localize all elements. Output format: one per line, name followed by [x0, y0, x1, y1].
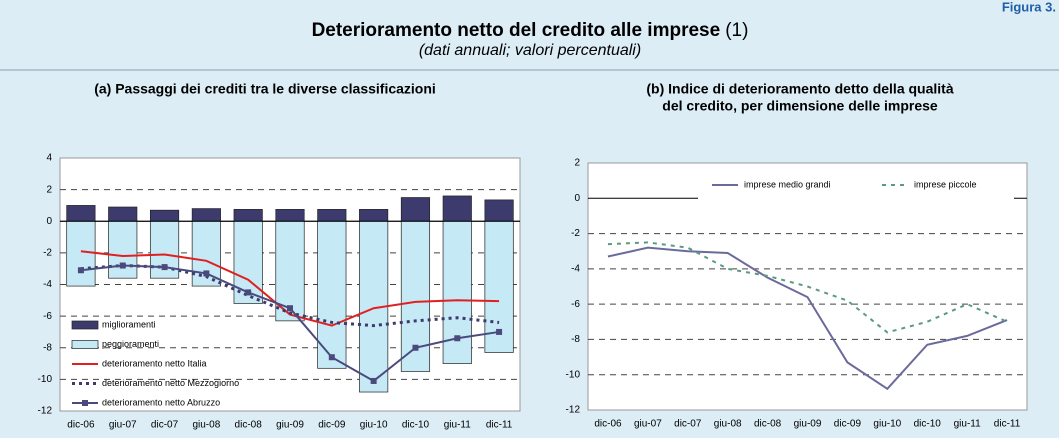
line	[80, 264, 500, 328]
y-tick-label: -4	[571, 263, 580, 274]
bar	[359, 209, 389, 222]
legend-label: deterioramento netto Mezzogiorno	[102, 378, 239, 388]
y-tick-label: -8	[571, 334, 580, 345]
x-tick-label: giu-07	[634, 419, 662, 430]
y-tick-label: 0	[46, 216, 52, 227]
legend-label: miglioramenti	[102, 319, 156, 329]
marker	[328, 354, 335, 361]
panel-title: (a) Passaggi dei crediti tra le diverse …	[94, 81, 436, 97]
marker	[119, 262, 126, 269]
y-tick-label: 2	[46, 184, 52, 195]
y-tick-label: 4	[46, 153, 52, 164]
legend-label: deterioramento netto Abruzzo	[102, 397, 220, 407]
legend-box	[698, 172, 1014, 200]
bar	[484, 199, 514, 222]
x-tick-label: dic-06	[594, 419, 622, 430]
x-tick-label: giu-11	[954, 419, 981, 430]
x-tick-label: giu-10	[360, 420, 388, 431]
x-tick-label: giu-09	[276, 420, 304, 431]
legend-marker	[82, 400, 88, 406]
x-tick-label: dic-09	[834, 419, 862, 430]
x-tick-label: giu-11	[444, 420, 471, 431]
figure-label: Figura 3.	[1002, 0, 1056, 14]
line	[607, 246, 1008, 391]
y-tick-label: 2	[574, 158, 580, 169]
x-tick-label: dic-08	[235, 420, 263, 431]
x-tick-label: dic-10	[402, 420, 430, 431]
panel-title: del credito, per dimensione delle impres…	[662, 98, 938, 114]
bar	[275, 209, 305, 222]
x-tick-label: dic-11	[486, 420, 513, 431]
legend-swatch	[71, 320, 99, 330]
marker	[77, 267, 84, 274]
title-main: Deterioramento netto del credito alle im…	[312, 20, 721, 41]
x-tick-label: dic-07	[674, 419, 702, 430]
title-note: (1)	[725, 20, 748, 41]
x-tick-label: giu-07	[109, 420, 137, 431]
bar	[400, 197, 431, 222]
legend-label: peggioramenti	[102, 339, 159, 349]
bar	[66, 220, 96, 287]
y-tick-label: -4	[43, 279, 52, 290]
x-tick-label: giu-08	[714, 419, 742, 430]
bar	[191, 208, 221, 222]
bar	[484, 220, 514, 353]
bar	[108, 220, 138, 279]
panel-title: (b) Indice di deterioramento detto della…	[646, 81, 953, 97]
bar	[317, 220, 347, 369]
y-tick-label: -10	[38, 374, 53, 385]
y-tick-label: -2	[43, 248, 52, 259]
bar	[149, 209, 180, 222]
marker	[412, 344, 419, 351]
marker	[287, 305, 293, 312]
x-tick-label: dic-09	[318, 420, 346, 431]
y-tick-label: -10	[566, 369, 581, 380]
figure-title: Deterioramento netto del credito alle im…	[312, 20, 749, 41]
x-tick-label: giu-09	[794, 419, 822, 430]
y-tick-label: -12	[566, 405, 581, 416]
bar	[317, 209, 347, 222]
legend-label: imprese piccole	[914, 179, 977, 189]
legend-swatch	[71, 340, 99, 349]
x-tick-label: giu-08	[192, 420, 220, 431]
x-tick-label: dic-08	[754, 419, 782, 430]
legend-label: deterioramento netto Italia	[102, 358, 207, 368]
line	[607, 241, 1008, 334]
x-tick-label: dic-11	[994, 419, 1021, 430]
x-tick-label: dic-06	[67, 420, 95, 431]
legend-label: imprese medio grandi	[744, 179, 831, 189]
bar	[442, 195, 472, 222]
marker	[454, 335, 461, 342]
bar	[108, 206, 138, 222]
bar	[66, 205, 96, 222]
x-tick-label: dic-07	[151, 420, 179, 431]
line	[80, 250, 500, 327]
y-tick-label: -12	[38, 406, 53, 417]
x-tick-label: dic-10	[914, 419, 942, 430]
bar	[233, 209, 263, 222]
y-tick-label: -6	[571, 299, 580, 310]
y-tick-label: -6	[43, 311, 52, 322]
marker	[161, 264, 168, 271]
y-tick-label: -8	[43, 342, 52, 353]
figure-subtitle: (dati annuali; valori percentuali)	[419, 42, 641, 59]
marker	[370, 377, 377, 384]
bar	[442, 220, 472, 364]
marker	[245, 289, 252, 296]
x-tick-label: giu-10	[873, 419, 901, 430]
marker	[496, 328, 503, 335]
y-tick-label: 0	[574, 193, 580, 204]
marker	[203, 270, 210, 277]
y-tick-label: -2	[571, 228, 580, 239]
